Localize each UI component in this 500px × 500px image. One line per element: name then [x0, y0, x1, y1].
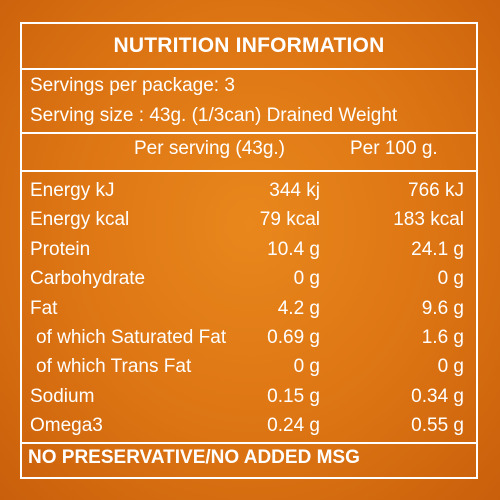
divider-meta	[22, 132, 476, 134]
value-per-100g: 0.55 g	[411, 415, 464, 437]
value-per-100g: 1.6 g	[421, 326, 464, 348]
value-per-100g: 24.1 g	[411, 238, 464, 260]
nutrient-label: of which Saturated Fat	[36, 326, 227, 348]
nutrient-label: Fat	[30, 297, 58, 319]
nutrient-label: Omega3	[30, 415, 103, 437]
servings-per-package: Servings per package: 3	[30, 75, 235, 96]
value-per-100g: 183 kcal	[393, 209, 464, 231]
divider-footer	[22, 442, 476, 444]
table-row: Fat 4.2 g 9.6 g	[22, 294, 476, 323]
column-header-per-serving: Per serving (43g.)	[134, 138, 286, 159]
table-row: Energy kcal 79 kcal 183 kcal	[22, 205, 476, 234]
serving-size: Serving size : 43g. (1/3can) Drained Wei…	[30, 105, 398, 126]
table-row: Protein 10.4 g 24.1 g	[22, 235, 476, 264]
nutrient-label: Energy kcal	[30, 209, 130, 231]
nutrition-panel: NUTRITION INFORMATION Servings per packa…	[20, 22, 478, 479]
table-row: of which Trans Fat 0 g 0 g	[22, 352, 476, 381]
value-per-serving: 4.2 g	[277, 297, 320, 319]
panel-title: NUTRITION INFORMATION	[113, 34, 385, 57]
nutrient-table: Energy kJ 344 kj 766 kJ Energy kcal 79 k…	[22, 176, 476, 441]
table-row: Omega3 0.24 g 0.55 g	[22, 411, 476, 440]
value-per-100g: 0.34 g	[411, 385, 464, 407]
table-row: Carbohydrate 0 g 0 g	[22, 264, 476, 293]
value-per-serving: 0.24 g	[267, 415, 320, 437]
value-per-serving: 10.4 g	[267, 238, 320, 260]
value-per-serving: 344 kj	[269, 180, 320, 201]
nutrient-label: of which Trans Fat	[36, 356, 192, 378]
value-per-serving: 0.15 g	[267, 385, 320, 407]
nutrient-label: Protein	[30, 238, 91, 260]
value-per-100g: 766 kJ	[408, 180, 464, 201]
divider-columns	[22, 170, 476, 172]
table-row: of which Saturated Fat 0.69 g 1.6 g	[22, 323, 476, 352]
column-header-per-100g: Per 100 g.	[350, 138, 438, 159]
value-per-serving: 79 kcal	[259, 209, 320, 231]
table-row: Energy kJ 344 kj 766 kJ	[22, 176, 476, 205]
footer-note: NO PRESERVATIVE/NO ADDED MSG	[28, 447, 360, 468]
value-per-100g: 0 g	[437, 268, 464, 290]
nutrient-label: Sodium	[30, 385, 95, 407]
divider-title	[22, 68, 476, 70]
table-row: Sodium 0.15 g 0.34 g	[22, 382, 476, 411]
value-per-100g: 9.6 g	[421, 297, 464, 319]
value-per-serving: 0 g	[293, 356, 320, 378]
nutrient-label: Energy kJ	[30, 180, 115, 201]
value-per-serving: 0.69 g	[267, 326, 320, 348]
value-per-100g: 0 g	[437, 356, 464, 378]
nutrient-label: Carbohydrate	[30, 268, 146, 290]
value-per-serving: 0 g	[293, 268, 320, 290]
